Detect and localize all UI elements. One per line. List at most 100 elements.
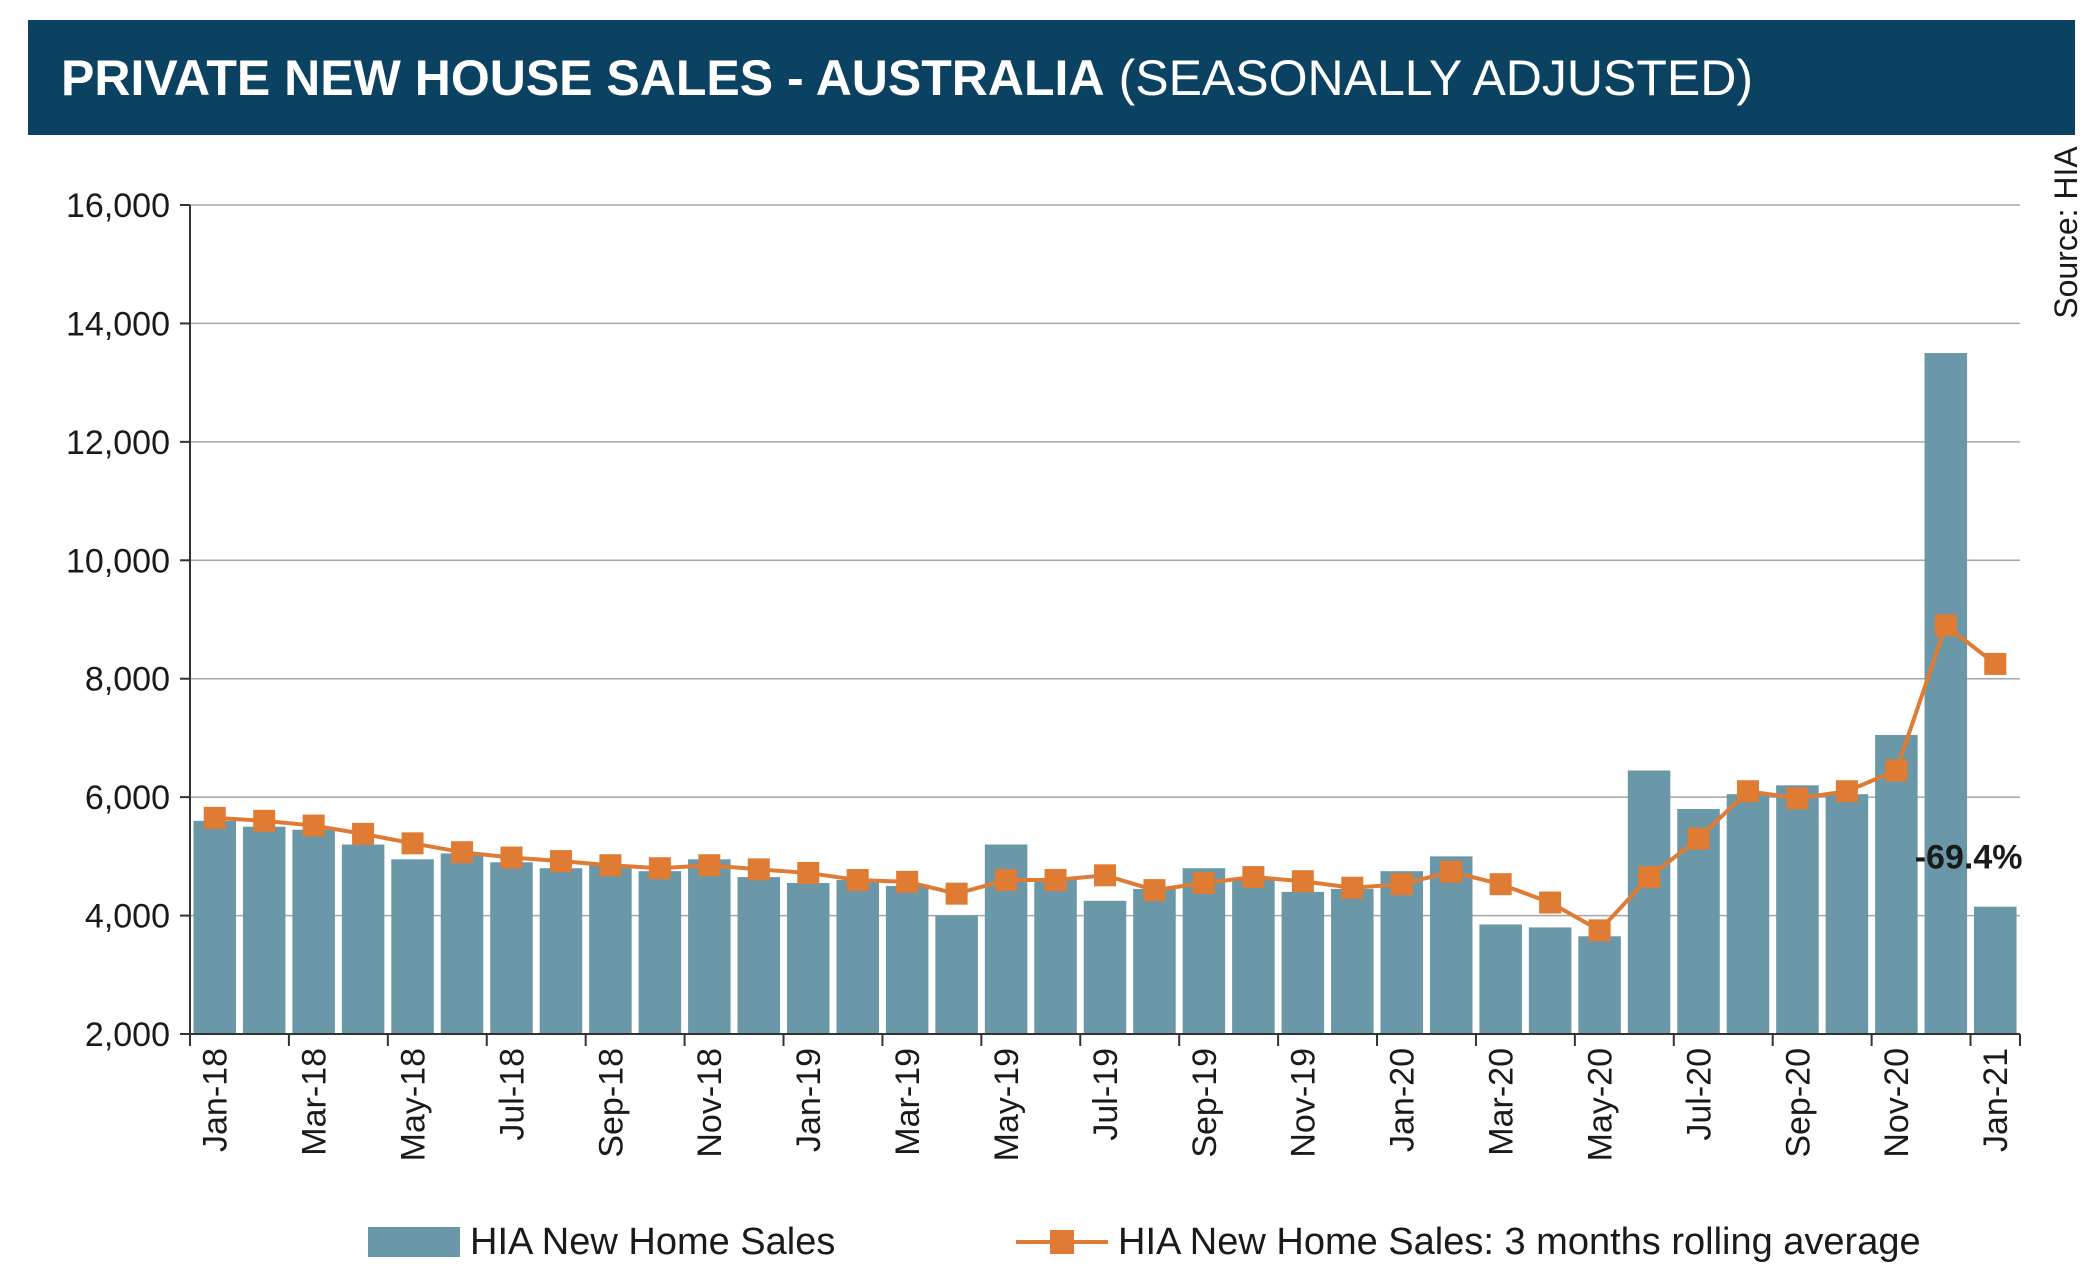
- bar: [1726, 794, 1770, 1034]
- axis-labels: 2,000 4,000 6,000 8,000 10,000 12,000 14,000 16…: [66, 187, 2022, 1161]
- bar: [1380, 871, 1424, 1034]
- line-marker: [1143, 879, 1166, 902]
- y-tick-label: 4,000: [85, 898, 170, 936]
- x-tick-label: Sep-20: [1779, 1048, 1817, 1158]
- bar: [1627, 770, 1671, 1034]
- y-tick-label: 10,000: [66, 542, 170, 580]
- bar: [1924, 353, 1968, 1034]
- bar: [1578, 936, 1621, 1034]
- line-marker: [1736, 780, 1759, 803]
- bar: [1034, 880, 1077, 1034]
- bar: [1281, 891, 1325, 1034]
- x-tick-label: Nov-19: [1285, 1048, 1323, 1158]
- bar: [1875, 734, 1918, 1034]
- y-tick-label: 6,000: [85, 779, 170, 817]
- bar: [292, 829, 335, 1034]
- bar: [1232, 880, 1275, 1034]
- bar: [885, 885, 929, 1034]
- line-marker: [1390, 873, 1413, 896]
- x-tick-label: Sep-19: [1186, 1048, 1224, 1158]
- y-tick-label: 12,000: [66, 424, 170, 462]
- bar: [391, 859, 434, 1034]
- x-tick-label: Jul-19: [1087, 1048, 1125, 1141]
- chart-title-bar: PRIVATE NEW HOUSE SALES - AUSTRALIA (SEA…: [28, 20, 2075, 135]
- line-marker: [401, 832, 424, 855]
- bar: [193, 820, 236, 1034]
- chart-subtitle: (SEASONALLY ADJUSTED): [1118, 49, 1754, 106]
- line-marker: [302, 814, 325, 837]
- legend-item-bars: HIA New Home Sales: [368, 1212, 835, 1272]
- x-tick-label: Nov-18: [691, 1048, 729, 1158]
- x-tick-label: Jan-20: [1384, 1048, 1422, 1152]
- line-marker: [1885, 759, 1908, 782]
- bar-series: [193, 353, 2017, 1034]
- line-marker: [1588, 919, 1611, 942]
- bar: [836, 880, 879, 1034]
- line-marker: [698, 854, 721, 877]
- line-marker: [1638, 866, 1661, 889]
- bar: [1974, 906, 2017, 1034]
- x-tick-label: Sep-18: [592, 1048, 630, 1158]
- line-marker: [451, 841, 474, 864]
- source-label: Source: HIA: [2047, 146, 2084, 319]
- bar: [341, 844, 385, 1034]
- line-marker: [1934, 614, 1957, 637]
- bar: [490, 862, 533, 1034]
- bar: [242, 826, 286, 1034]
- line-marker: [1242, 866, 1265, 889]
- line-marker: [599, 854, 622, 877]
- bar: [1182, 868, 1226, 1034]
- y-tick-label: 16,000: [66, 187, 170, 225]
- source-note: Source: HIA: [2045, 146, 2087, 319]
- line-marker: [1489, 873, 1512, 896]
- line-marker: [1094, 864, 1116, 887]
- line-marker: [945, 882, 968, 905]
- line-marker: [1440, 860, 1463, 883]
- bar: [1479, 924, 1522, 1034]
- bar: [786, 883, 830, 1034]
- line-marker: [995, 869, 1018, 892]
- line-marker: [500, 846, 523, 869]
- legend-label-line: HIA New Home Sales: 3 months rolling ave…: [1118, 1220, 1921, 1263]
- bar: [539, 868, 583, 1034]
- bar: [589, 865, 632, 1034]
- line-marker: [1984, 652, 2007, 675]
- y-tick-label: 8,000: [85, 661, 170, 699]
- line-marker: [1687, 827, 1710, 850]
- line-marker: [797, 861, 820, 884]
- bar: [1429, 856, 1473, 1034]
- x-tick-label: Mar-19: [889, 1048, 927, 1156]
- y-tick-label: 14,000: [66, 305, 170, 343]
- x-tick-label: Jul-18: [493, 1048, 531, 1141]
- bar: [1331, 888, 1374, 1034]
- change-annotation: -69.4%: [1915, 839, 2023, 877]
- rolling-average-series: [203, 614, 2007, 942]
- line-marker: [846, 869, 869, 892]
- bar: [688, 859, 731, 1034]
- chart-legend: HIA New Home Sales HIA New Home Sales: 3…: [0, 1212, 2096, 1272]
- x-tick-label: Jan-19: [790, 1048, 828, 1152]
- line-marker: [1291, 870, 1314, 893]
- x-tick-label: Mar-20: [1483, 1048, 1521, 1156]
- bar: [1776, 785, 1819, 1034]
- line-marker: [1786, 787, 1809, 810]
- line-marker: [1539, 891, 1562, 914]
- bar: [440, 853, 484, 1034]
- line-marker: [1044, 869, 1067, 892]
- line-marker: [648, 857, 671, 880]
- chart-title: PRIVATE NEW HOUSE SALES - AUSTRALIA: [61, 49, 1105, 106]
- bar: [1825, 794, 1869, 1034]
- bar: [1528, 927, 1572, 1034]
- bar: [1083, 900, 1127, 1034]
- line-marker: [352, 822, 375, 845]
- x-tick-label: May-19: [988, 1048, 1026, 1161]
- line-marker: [1192, 872, 1215, 895]
- legend-bar-swatch: [368, 1227, 460, 1257]
- line-marker: [747, 858, 770, 881]
- bar: [737, 877, 781, 1034]
- legend-label-bars: HIA New Home Sales: [470, 1220, 836, 1263]
- bar: [638, 871, 682, 1034]
- legend-line-swatch: [1016, 1222, 1108, 1262]
- x-tick-label: Jul-20: [1680, 1048, 1718, 1141]
